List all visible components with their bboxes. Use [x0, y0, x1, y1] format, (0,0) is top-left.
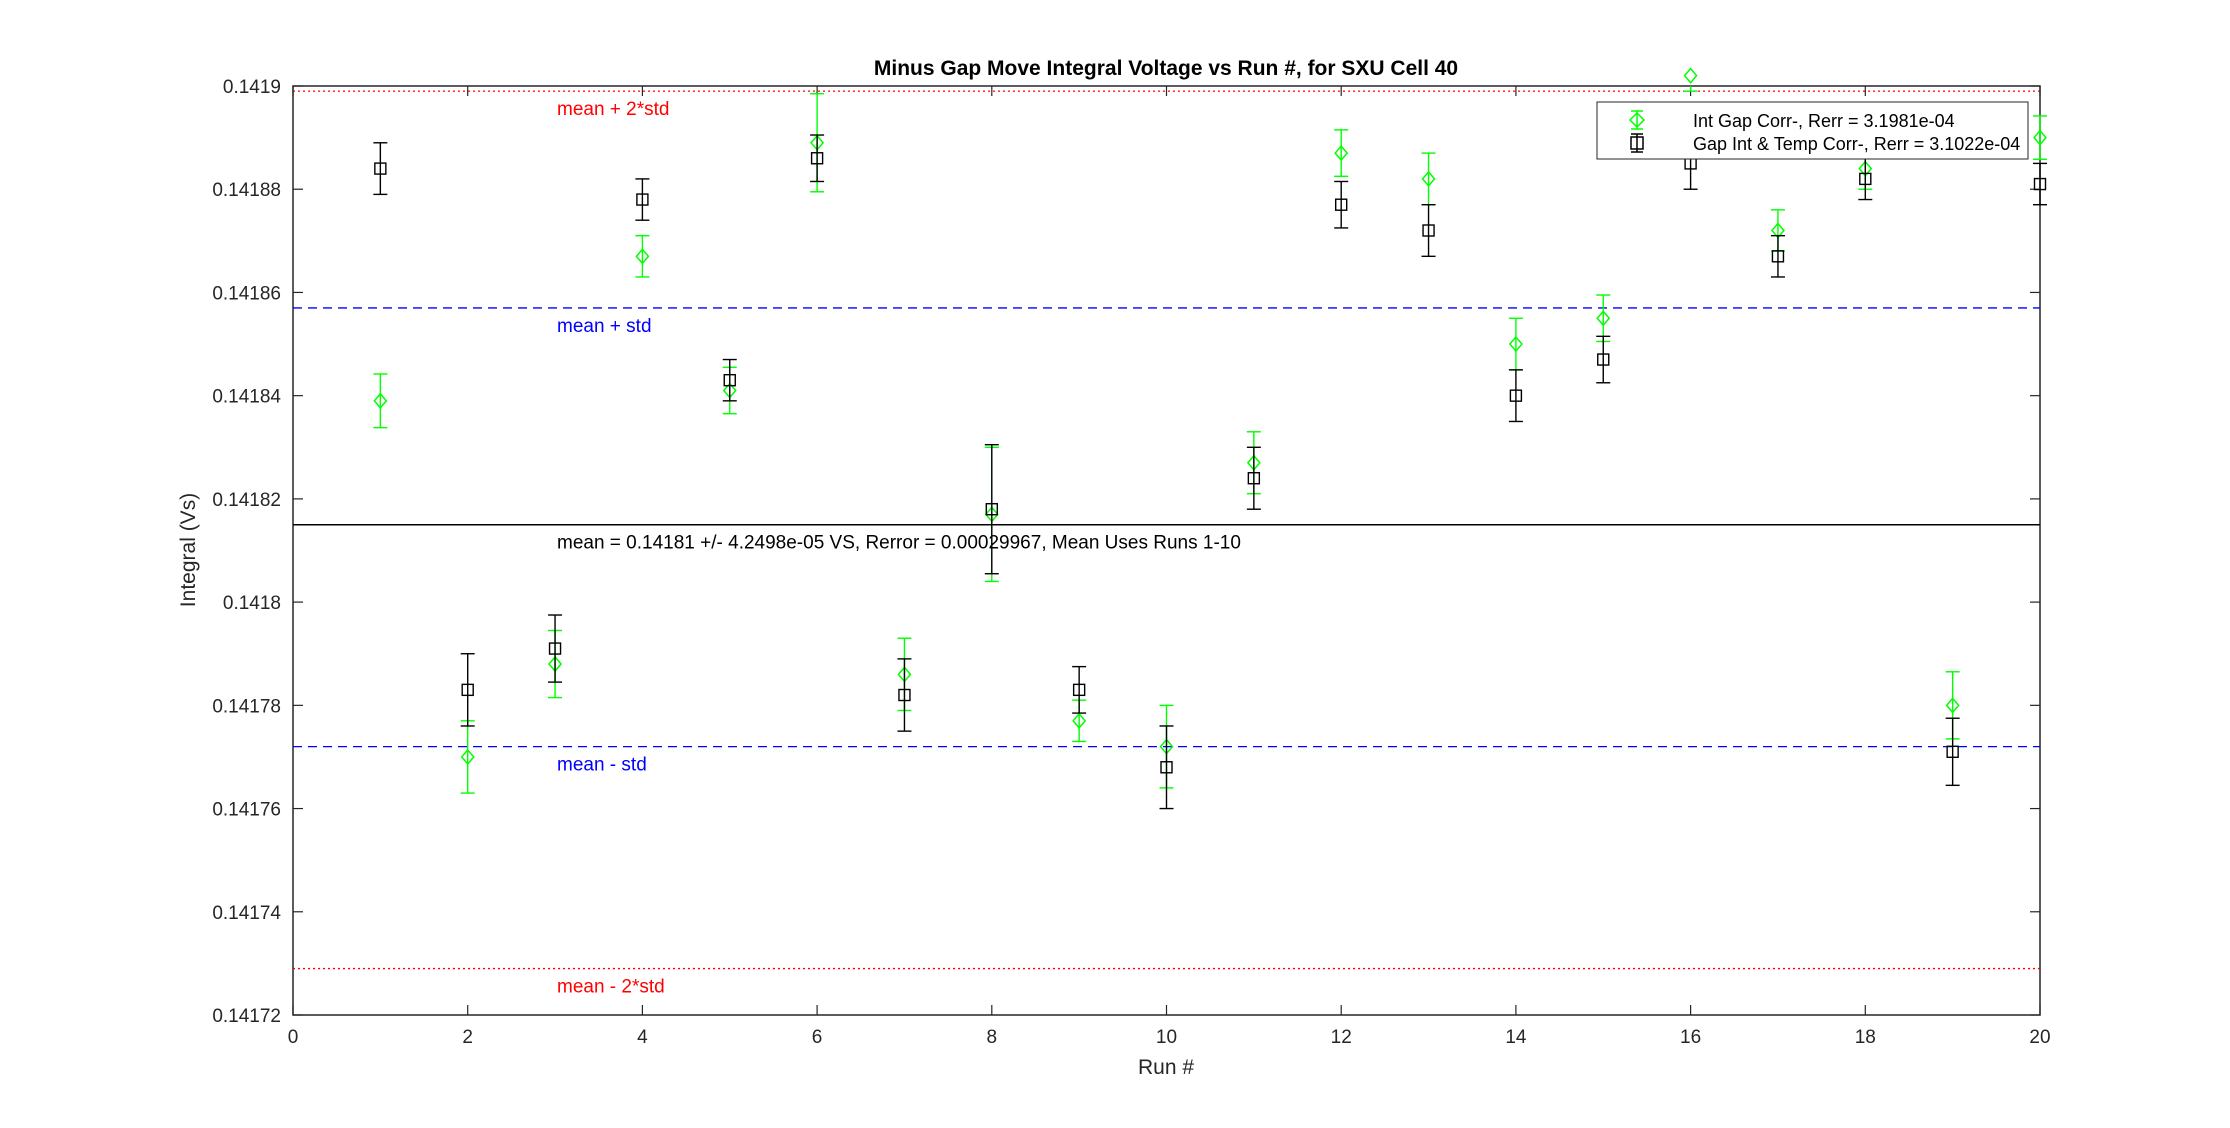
y-tick-label: 0.14188 [212, 180, 281, 201]
x-tick-label: 2 [462, 1027, 473, 1048]
diamond-marker [2033, 129, 2047, 146]
x-tick-label: 16 [1680, 1027, 1701, 1048]
x-tick-label: 18 [1855, 1027, 1876, 1048]
data-point [1683, 67, 1698, 92]
x-tick-label: 12 [1331, 1027, 1352, 1048]
legend-entry-int-gap-corr: Int Gap Corr-, Rerr = 3.1981e-04 [1628, 110, 1955, 131]
data-point [373, 373, 388, 429]
diamond-marker [1334, 144, 1349, 162]
data-point [548, 614, 563, 683]
legend-label-series-1: Int Gap Corr-, Rerr = 3.1981e-04 [1693, 111, 1955, 131]
y-tick-label: 0.14178 [212, 696, 281, 717]
square-marker [1160, 761, 1173, 774]
square-marker [636, 193, 649, 206]
data-point [2033, 162, 2047, 206]
diamond-marker [1683, 67, 1698, 84]
square-marker [548, 642, 562, 655]
data-point [810, 134, 825, 183]
data-point [373, 142, 388, 196]
y-tick-label: 0.1418 [223, 593, 281, 614]
square-marker [1771, 250, 1785, 263]
reference-line-label-0: mean + 2*std [557, 99, 670, 120]
y-axis-ticks: 0.14172 0.14174 0.14176 0.14178 0.1418 0.1418… [212, 77, 2040, 1027]
square-marker [1597, 353, 1610, 366]
x-tick-label: 14 [1505, 1027, 1527, 1048]
square-marker [1072, 683, 1086, 697]
diamond-marker [1596, 310, 1611, 327]
data-point [2033, 115, 2047, 160]
square-marker [1859, 172, 1872, 186]
data-point [1334, 180, 1349, 229]
square-marker [2033, 177, 2047, 191]
y-tick-label: 0.14184 [212, 387, 281, 408]
legend: Int Gap Corr-, Rerr = 3.1981e-04 Gap Int… [1596, 101, 2029, 160]
diamond-marker [635, 248, 650, 265]
legend-label-series-2: Gap Int & Temp Corr-, Rerr = 3.1022e-04 [1693, 134, 2020, 154]
y-tick-label: 0.14182 [212, 490, 281, 511]
data-point [1945, 717, 1960, 787]
data-point [1334, 129, 1349, 178]
reference-line-label-2: mean = 0.14181 +/- 4.2498e-05 VS, Rerror… [557, 533, 1241, 554]
square-marker [985, 503, 998, 516]
data-point [1770, 234, 1785, 278]
data-point [1421, 204, 1436, 258]
square-marker [461, 683, 474, 697]
square-marker [898, 688, 911, 702]
chart-title: Minus Gap Move Integral Voltage vs Run #… [874, 57, 1458, 80]
diamond-marker [460, 748, 475, 766]
y-tick-label: 0.14176 [212, 800, 281, 821]
reference-line-label-4: mean - 2*std [557, 977, 665, 998]
legend-entry-gap-int-temp-corr: Gap Int & Temp Corr-, Rerr = 3.1022e-04 [1630, 133, 2020, 154]
data-point [460, 653, 475, 727]
square-marker [1946, 745, 1959, 758]
y-tick-label: 0.14186 [212, 283, 281, 304]
x-tick-label: 10 [1156, 1027, 1177, 1048]
legend-box [1596, 101, 2029, 160]
diamond-marker [373, 392, 388, 409]
data-point [897, 658, 912, 732]
data-point [984, 443, 999, 575]
y-tick-label: 0.14172 [212, 1006, 281, 1027]
series-layer [373, 67, 2047, 810]
data-point [635, 178, 650, 221]
x-axis-ticks: 0 2 4 6 8 10 12 14 16 18 20 [288, 86, 2051, 1048]
series-2 [373, 134, 2047, 810]
x-tick-label: 6 [812, 1027, 823, 1048]
reference-line-label-3: mean - std [557, 755, 647, 776]
x-tick-label: 8 [987, 1027, 998, 1048]
square-marker [1334, 198, 1348, 211]
square-marker [723, 373, 736, 387]
data-point [1159, 725, 1174, 810]
legend-square-icon [1630, 136, 1644, 150]
square-marker [1509, 389, 1523, 402]
data-point [722, 358, 737, 402]
x-axis-label: Run # [1138, 1056, 1194, 1079]
reference-lines: mean + 2*std mean + std mean = 0.14181 +/-… [293, 90, 2040, 998]
diamond-marker [1508, 335, 1523, 353]
x-tick-label: 4 [637, 1027, 648, 1048]
reference-line-label-1: mean + std [557, 316, 652, 337]
data-point [1246, 446, 1261, 510]
y-tick-label: 0.14174 [212, 903, 281, 924]
data-point [1072, 665, 1087, 714]
data-point [1596, 335, 1611, 384]
square-marker [374, 162, 387, 175]
plot-area [292, 85, 2041, 1016]
square-marker [810, 152, 824, 165]
diamond-marker [1945, 697, 1960, 714]
diamond-marker [1072, 712, 1087, 729]
y-axis-label: Integral (Vs) [177, 493, 200, 607]
square-marker [1247, 472, 1261, 485]
x-tick-label: 20 [2029, 1027, 2050, 1048]
legend-diamond-icon [1628, 111, 1646, 129]
data-point [1508, 369, 1523, 423]
data-point [635, 234, 650, 278]
square-marker [1422, 224, 1435, 237]
x-tick-label: 0 [288, 1027, 299, 1048]
y-tick-label: 0.1419 [223, 77, 281, 98]
diamond-marker [1421, 170, 1436, 188]
